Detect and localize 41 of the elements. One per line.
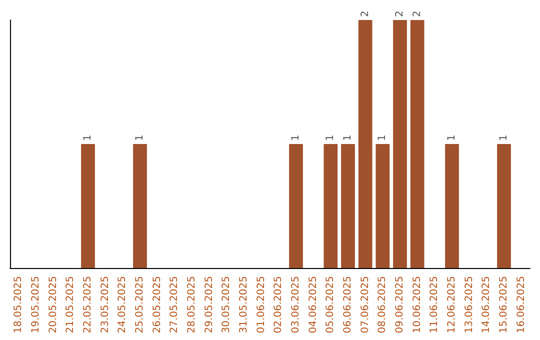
x-tick-label: 31.05.2025 <box>238 276 250 334</box>
x-tick-label: 25.05.2025 <box>134 276 146 334</box>
x-tick-label: 29.05.2025 <box>204 276 215 334</box>
x-tick-label: 03.06.2025 <box>290 276 302 334</box>
x-tick-label: 04.06.2025 <box>308 276 319 334</box>
data-label: 1 <box>82 134 94 141</box>
x-tick-label: 26.05.2025 <box>152 276 163 334</box>
x-tick-label: 20.05.2025 <box>48 276 59 334</box>
data-label: 2 <box>394 10 406 17</box>
x-tick-label: 28.05.2025 <box>186 276 198 334</box>
x-tick-label: 09.06.2025 <box>394 276 406 334</box>
x-tick-label: 16.06.2025 <box>516 276 527 334</box>
x-tick-label: 07.06.2025 <box>360 276 371 334</box>
data-label: 1 <box>342 134 354 141</box>
data-label: 2 <box>360 10 371 17</box>
x-tick-label: 22.05.2025 <box>82 276 94 334</box>
x-tick-label: 21.05.2025 <box>65 276 76 334</box>
x-tick-label: 01.06.2025 <box>256 276 267 334</box>
x-tick-label: 12.06.2025 <box>446 276 458 334</box>
x-tick-label: 18.05.2025 <box>13 276 24 334</box>
x-tick-label: 05.06.2025 <box>325 276 336 334</box>
data-label: 2 <box>412 10 423 17</box>
data-label: 1 <box>498 134 510 141</box>
x-tick-label: 30.05.2025 <box>221 276 232 334</box>
data-label: 1 <box>325 134 336 141</box>
x-tick-label: 27.05.2025 <box>169 276 180 334</box>
x-tick-label: 10.06.2025 <box>412 276 423 334</box>
x-tick-label: 19.05.2025 <box>30 276 42 334</box>
x-tick-label: 13.06.2025 <box>464 276 475 334</box>
data-label: 1 <box>290 134 302 141</box>
x-tick-label: 15.06.2025 <box>498 276 510 334</box>
x-tick-label: 24.05.2025 <box>117 276 128 334</box>
x-tick-label: 23.05.2025 <box>100 276 111 334</box>
x-tick-label: 14.06.2025 <box>481 276 492 334</box>
x-tick-label: 06.06.2025 <box>342 276 354 334</box>
x-tick-label: 02.06.2025 <box>273 276 284 334</box>
x-tick-label: 11.06.2025 <box>429 276 440 334</box>
x-tick-label: 08.06.2025 <box>377 276 388 334</box>
data-label: 1 <box>377 134 388 141</box>
data-label: 1 <box>446 134 458 141</box>
data-label: 1 <box>134 134 146 141</box>
